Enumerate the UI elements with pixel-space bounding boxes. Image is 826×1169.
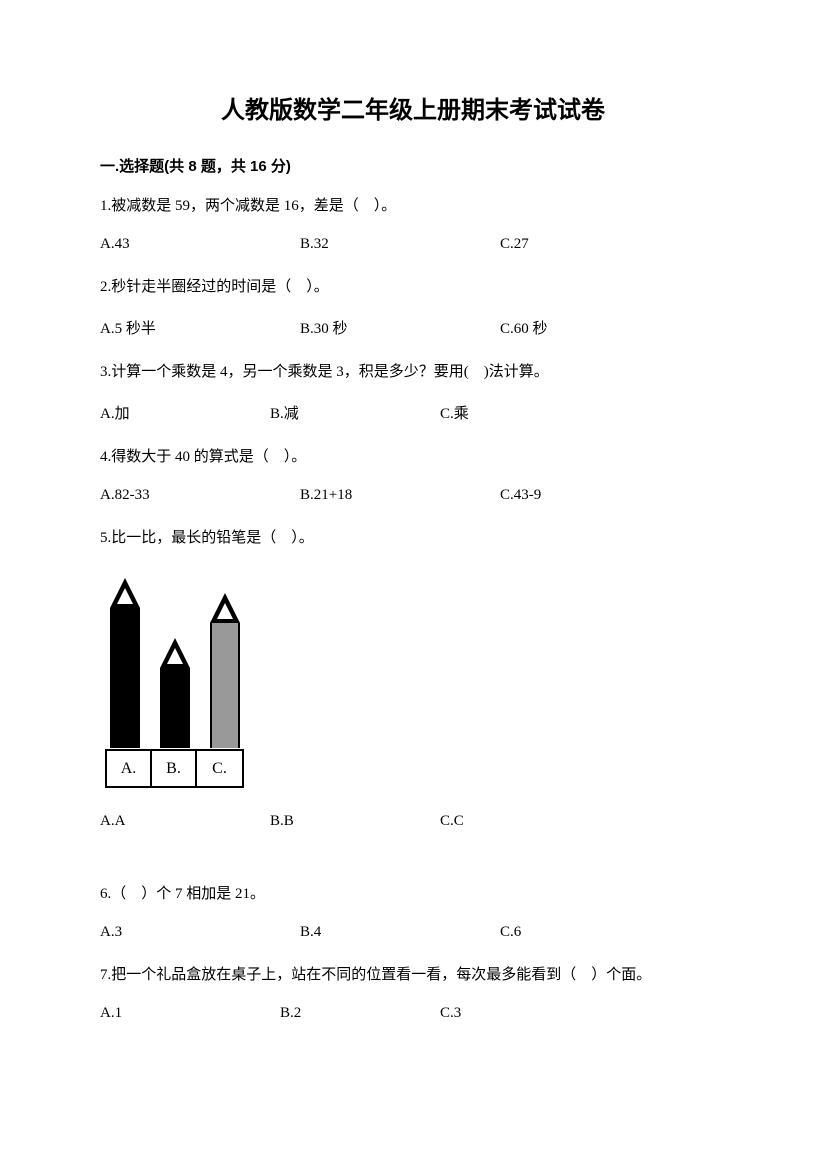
pencil-b-tip bbox=[160, 638, 190, 668]
pencil-a-tip bbox=[110, 578, 140, 608]
q3-option-b: B.减 bbox=[270, 402, 440, 423]
question-2-options: A.5 秒半 B.30 秒 C.60 秒 bbox=[100, 317, 726, 338]
pencil-label-b: B. bbox=[152, 751, 197, 786]
q2-option-c: C.60 秒 bbox=[500, 317, 700, 338]
pencil-b bbox=[160, 638, 190, 748]
q2-option-b: B.30 秒 bbox=[300, 317, 500, 338]
q7-option-a: A.1 bbox=[100, 1005, 280, 1022]
pencil-c bbox=[210, 593, 240, 748]
q2-option-a: A.5 秒半 bbox=[100, 317, 300, 338]
q5-option-a: A.A bbox=[100, 813, 270, 830]
q6-option-b: B.4 bbox=[300, 924, 500, 941]
q4-option-a: A.82-33 bbox=[100, 487, 300, 504]
question-6-options: A.3 B.4 C.6 bbox=[100, 924, 726, 941]
question-2: 2.秒针走半圈经过的时间是（ ）。 bbox=[100, 275, 726, 299]
pencil-c-body bbox=[210, 623, 240, 748]
q1-option-c: C.27 bbox=[500, 236, 700, 253]
q7-option-c: C.3 bbox=[440, 1005, 640, 1022]
pencil-diagram: A. B. C. bbox=[105, 568, 275, 788]
pencil-a-body bbox=[110, 608, 140, 748]
q1-option-a: A.43 bbox=[100, 236, 300, 253]
question-3: 3.计算一个乘数是 4，另一个乘数是 3，积是多少？要用( )法计算。 bbox=[100, 360, 726, 384]
question-6: 6.（ ）个 7 相加是 21。 bbox=[100, 882, 726, 906]
pencil-a bbox=[110, 578, 140, 748]
section-1-header: 一.选择题(共 8 题，共 16 分) bbox=[100, 155, 726, 176]
question-5-options: A.A B.B C.C bbox=[100, 813, 726, 830]
q1-option-b: B.32 bbox=[300, 236, 500, 253]
q4-option-c: C.43-9 bbox=[500, 487, 700, 504]
q5-option-b: B.B bbox=[270, 813, 440, 830]
question-4: 4.得数大于 40 的算式是（ ）。 bbox=[100, 445, 726, 469]
exam-title: 人教版数学二年级上册期末考试试卷 bbox=[100, 90, 726, 125]
pencil-label-c: C. bbox=[197, 751, 242, 786]
question-1-options: A.43 B.32 C.27 bbox=[100, 236, 726, 253]
pencil-labels: A. B. C. bbox=[105, 749, 244, 788]
q4-option-b: B.21+18 bbox=[300, 487, 500, 504]
question-7: 7.把一个礼品盒放在桌子上，站在不同的位置看一看，每次最多能看到（ ）个面。 bbox=[100, 963, 726, 987]
q3-option-a: A.加 bbox=[100, 402, 270, 423]
question-5: 5.比一比，最长的铅笔是（ ）。 bbox=[100, 526, 726, 550]
question-3-options: A.加 B.减 C.乘 bbox=[100, 402, 726, 423]
question-7-options: A.1 B.2 C.3 bbox=[100, 1005, 726, 1022]
q6-option-a: A.3 bbox=[100, 924, 300, 941]
q6-option-c: C.6 bbox=[500, 924, 700, 941]
q5-option-c: C.C bbox=[440, 813, 640, 830]
q7-option-b: B.2 bbox=[280, 1005, 440, 1022]
q3-option-c: C.乘 bbox=[440, 402, 640, 423]
question-1: 1.被减数是 59，两个减数是 16，差是（ ）。 bbox=[100, 194, 726, 218]
pencil-c-tip bbox=[210, 593, 240, 623]
pencil-label-a: A. bbox=[107, 751, 152, 786]
pencil-b-body bbox=[160, 668, 190, 748]
question-4-options: A.82-33 B.21+18 C.43-9 bbox=[100, 487, 726, 504]
